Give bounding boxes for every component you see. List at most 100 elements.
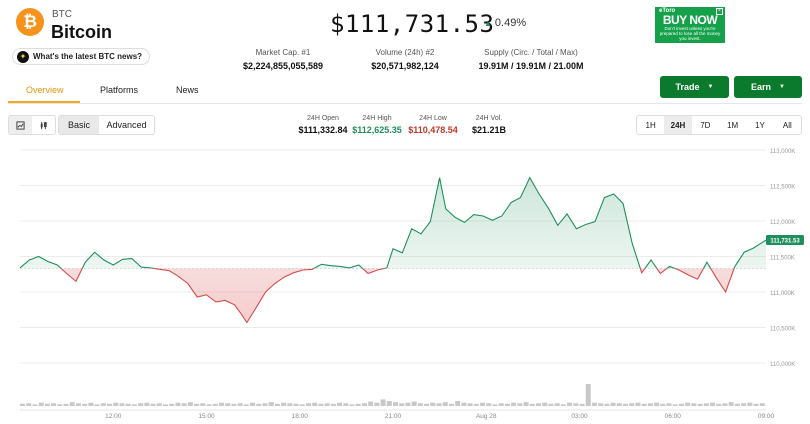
volume-bar (26, 403, 32, 406)
volume-bar (274, 403, 280, 406)
y-tick-label: 111,500K (770, 256, 795, 262)
volume-bar (187, 402, 193, 406)
day-volume-label: 24H Vol. (475, 115, 503, 122)
volume-bar (138, 403, 144, 406)
volume-bar (678, 403, 684, 406)
volume-bar (125, 403, 131, 406)
volume-bar (368, 401, 374, 406)
x-tick-label: 15:00 (198, 413, 215, 420)
supply-label: Supply (Circ. / Total / Max) (484, 48, 578, 57)
volume-bar (355, 403, 361, 406)
day-open-stat: 24H Open $111,332.84 (294, 115, 352, 135)
volume-bar (100, 403, 106, 406)
volume-bar (119, 403, 125, 406)
volume-bar (598, 403, 604, 406)
x-tick-label: Aug 28 (476, 413, 497, 420)
earn-button[interactable]: Earn ▼ (734, 76, 802, 98)
advertisement-banner[interactable]: × eToro BUY NOW Don't invest unless you'… (655, 7, 725, 43)
candlestick-icon[interactable] (32, 116, 55, 134)
volume-bar (162, 404, 168, 406)
volume-bar (728, 402, 734, 406)
volume-bar (716, 403, 722, 406)
y-tick-label: 113,000K (770, 149, 795, 155)
range-all[interactable]: All (782, 120, 792, 130)
price-change: ▲ 0.49% (484, 17, 526, 29)
volume-bar (69, 402, 75, 406)
latest-news-button[interactable]: ✦ What's the latest BTC news? (12, 48, 151, 65)
time-range-selector: 1H 24H 7D 1M 1Y All (636, 115, 802, 135)
volume-bar (231, 403, 237, 406)
ad-headline: BUY NOW (662, 13, 718, 27)
volume-bar (722, 403, 728, 406)
range-1h[interactable]: 1H (645, 120, 656, 130)
volume-bar (461, 402, 467, 406)
price-change-value: 0.49% (494, 17, 527, 29)
volume-bar (697, 403, 703, 406)
volume-bar (411, 401, 417, 406)
advanced-mode-button[interactable]: Advanced (106, 120, 147, 130)
price-chart[interactable]: 113,000K 112,500K 112,000K 111,500K 111,000K… (0, 140, 810, 424)
volume-bar (535, 403, 541, 406)
volume-bar (88, 402, 94, 406)
x-tick-label: 09:00 (758, 413, 775, 420)
day-low-label: 24H Low (419, 115, 447, 122)
volume-bar (517, 403, 523, 406)
volume-bar (82, 403, 88, 406)
volume-bar (212, 403, 218, 406)
range-1m[interactable]: 1M (727, 120, 739, 130)
latest-news-label: What's the latest BTC news? (33, 52, 143, 61)
last-price-label: 111,731.53 (770, 239, 800, 245)
ad-close-icon[interactable]: × (716, 8, 723, 15)
basic-mode-button[interactable]: Basic (59, 116, 99, 134)
tab-overview[interactable]: Overview (26, 85, 64, 95)
volume-bar (585, 384, 591, 406)
volume-bar (144, 402, 150, 406)
range-7d[interactable]: 7D (700, 120, 711, 130)
volume-bar (63, 403, 69, 406)
volume-bar (691, 403, 697, 406)
tab-news[interactable]: News (176, 85, 199, 95)
volume-bar (57, 404, 63, 406)
trade-button[interactable]: Trade ▼ (660, 76, 729, 98)
volume-bar (710, 402, 716, 406)
supply-stat: Supply (Circ. / Total / Max) 19.91M / 19… (472, 48, 590, 71)
chevron-down-icon: ▼ (707, 84, 714, 90)
volume-bar (417, 403, 423, 406)
day-open-value: $111,332.84 (298, 125, 348, 135)
volume-bar (492, 404, 498, 406)
range-1y[interactable]: 1Y (755, 120, 765, 130)
x-tick-label: 12:00 (105, 413, 122, 420)
volume-bar (442, 402, 448, 406)
volume-bar (150, 403, 156, 406)
x-tick-label: 06:00 (665, 413, 682, 420)
volume-bar (175, 402, 181, 406)
range-24h[interactable]: 24H (664, 116, 692, 134)
volume-bar (380, 399, 386, 406)
volume-bar (542, 402, 548, 406)
coin-symbol: BTC (52, 9, 72, 20)
volume-bar (591, 402, 597, 406)
volume-bar (405, 402, 411, 406)
volume-bar (654, 402, 660, 406)
volume-bar (250, 402, 256, 406)
up-arrow-icon: ▲ (484, 18, 492, 28)
bitcoin-logo-icon: ₿ (16, 8, 44, 36)
volume-bar (529, 403, 535, 406)
market-cap-value: $2,224,855,055,589 (242, 61, 324, 71)
volume-bar (318, 403, 324, 406)
volume-bar (169, 403, 175, 406)
x-tick-label: 18:00 (292, 413, 309, 420)
day-high-label: 24H High (362, 115, 392, 122)
volume-bar (610, 402, 616, 406)
volume-bar (629, 403, 635, 406)
volume-bar (511, 402, 517, 406)
chart-type-toggle (8, 115, 56, 135)
volume-bar (616, 403, 622, 406)
volume-bar (623, 403, 629, 406)
volume-bar (430, 402, 436, 406)
line-chart-icon[interactable] (9, 116, 32, 134)
volume-bar (567, 402, 573, 406)
volume-bar (436, 403, 442, 406)
tabs-divider (8, 103, 802, 104)
tab-platforms[interactable]: Platforms (100, 85, 139, 95)
